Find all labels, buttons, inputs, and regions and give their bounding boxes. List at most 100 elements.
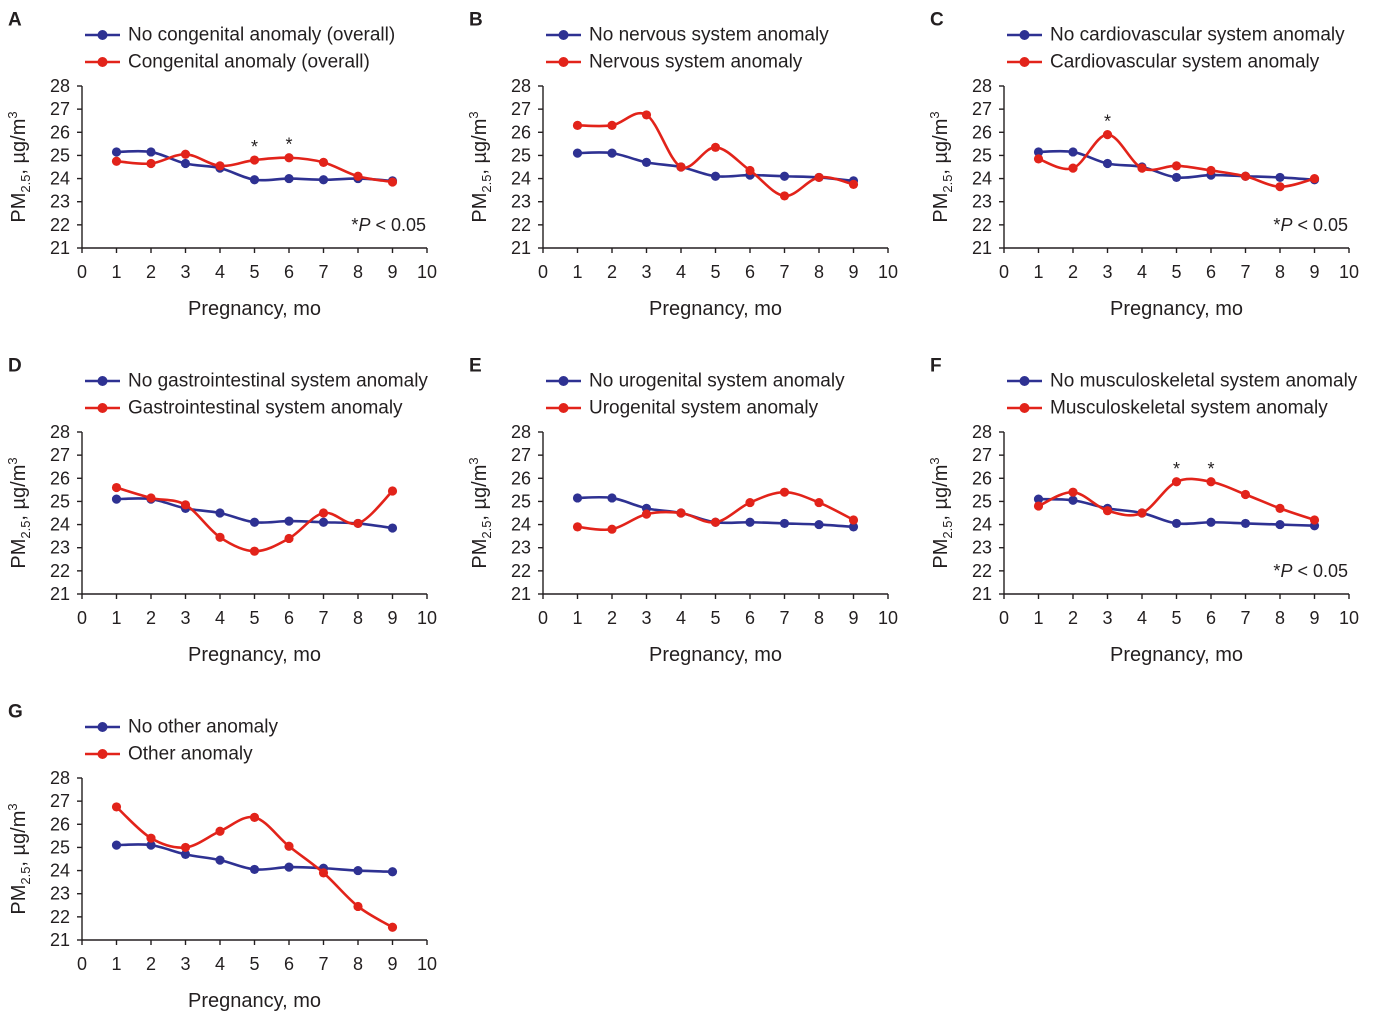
data-point-no-anomaly [1206,517,1216,527]
y-axis-title: PM2.5, µg/m3 [927,457,955,568]
y-tick-label: 21 [50,238,70,258]
panel-letter: G [8,702,23,723]
x-tick-label: 10 [417,262,437,282]
significance-asterisk: * [1173,459,1180,479]
data-point-anomaly [745,497,755,508]
data-point-anomaly [1137,508,1147,518]
chart-panel-f: F No musculoskeletal system anomaly Muscul… [922,346,1374,667]
data-point-no-anomaly [249,517,260,527]
y-axis-title-unit: , µg/m [8,465,30,521]
significance-note-threshold: < 0.05 [1292,215,1348,235]
y-tick-label: 22 [50,215,70,235]
x-tick-label: 5 [249,954,259,974]
x-tick-label: 10 [417,954,437,974]
x-tick-label: 9 [848,608,858,628]
y-tick-label: 26 [50,814,70,834]
data-point-anomaly [1206,477,1216,487]
data-point-no-anomaly [779,518,790,529]
data-point-anomaly [710,517,721,527]
legend-swatch-marker [1019,376,1030,386]
x-tick-label: 5 [1171,608,1181,628]
data-point-anomaly [146,833,156,843]
data-point-no-anomaly [779,171,790,181]
data-point-anomaly [146,158,156,169]
data-point-anomaly [1171,161,1182,171]
x-tick-label: 9 [1309,608,1319,628]
x-tick-label: 0 [538,608,548,628]
x-tick-label: 1 [111,262,121,282]
chart-panel-d: D No gastrointestinal system anomaly Gastr… [0,346,452,667]
y-axis-title: PM2.5, µg/m3 [5,803,33,914]
x-axis-title: Pregnancy, mo [188,990,321,1012]
y-axis-title-base: PM [469,193,491,223]
y-tick-label: 23 [50,884,70,904]
x-tick-label: 4 [215,954,225,974]
x-tick-label: 1 [111,954,121,974]
y-axis-title: PM2.5, µg/m3 [5,457,33,568]
legend-swatch-marker [1019,403,1030,413]
y-tick-label: 25 [50,837,70,857]
x-tick-label: 9 [387,608,397,628]
y-axis-title-superscript: 3 [927,457,942,464]
legend: No congenital anomaly (overall) Congenita… [85,25,395,73]
y-tick-label: 24 [511,515,531,535]
data-point-anomaly [1068,487,1078,497]
y-tick-label: 26 [50,468,70,488]
chart-svg: F No musculoskeletal system anomaly Muscul… [927,356,1359,667]
axes [77,777,428,945]
x-tick-label: 7 [318,954,328,974]
x-tick-label: 5 [249,262,259,282]
x-tick-label: 9 [1309,262,1319,282]
legend-swatch-marker [558,57,569,67]
data-point-anomaly [318,868,329,878]
data-point-anomaly [387,177,398,187]
chart-svg: A No congenital anomaly (overall) Congenit… [5,10,437,321]
legend-swatch-marker [97,376,108,386]
x-tick-label: 3 [1102,262,1112,282]
y-axis-title: PM2.5, µg/m3 [927,111,955,222]
legend-item-no-anomaly: No nervous system anomaly [546,25,829,46]
significance-note-p: P [358,215,370,235]
y-tick-label: 28 [50,422,70,442]
y-tick-label: 27 [50,791,70,811]
data-point-anomaly [814,172,824,183]
data-point-no-anomaly [215,855,225,865]
data-point-anomaly [146,493,156,503]
x-tick-label: 2 [146,608,156,628]
significance-note-threshold: < 0.05 [370,215,426,235]
axes [77,85,428,253]
x-tick-label: 2 [1068,262,1078,282]
y-tick-label: 22 [972,561,992,581]
x-tick-label: 10 [878,608,898,628]
data-point-no-anomaly [814,519,824,530]
legend-item-no-anomaly: No other anomaly [85,717,278,738]
panel-letter: F [930,356,942,377]
significance-note-asterisk: * [1273,215,1280,235]
legend-label: Congenital anomaly (overall) [128,52,370,73]
data-point-anomaly [284,153,294,163]
data-point-anomaly [111,482,122,493]
data-point-no-anomaly [318,175,329,185]
legend-label: No urogenital system anomaly [589,371,845,392]
significance-note-asterisk: * [1273,561,1280,581]
x-tick-label: 10 [878,262,898,282]
legend-label: Nervous system anomaly [589,52,803,73]
y-tick-label: 24 [511,169,531,189]
legend-label: Musculoskeletal system anomaly [1050,398,1328,419]
significance-asterisk: * [1104,112,1111,132]
panel-letter: E [469,356,482,377]
significance-note: *P < 0.05 [1273,215,1348,235]
data-point-anomaly [745,165,755,176]
data-point-anomaly [180,842,191,853]
y-tick-label: 22 [50,907,70,927]
y-tick-label: 23 [50,538,70,558]
data-point-anomaly [111,802,122,812]
x-tick-label: 7 [779,262,789,282]
data-point-anomaly [111,156,122,166]
y-tick-label: 26 [972,122,992,142]
y-tick-label: 25 [511,145,531,165]
y-tick-label: 22 [972,215,992,235]
y-tick-label: 24 [972,169,992,189]
legend-swatch-marker [558,30,569,40]
